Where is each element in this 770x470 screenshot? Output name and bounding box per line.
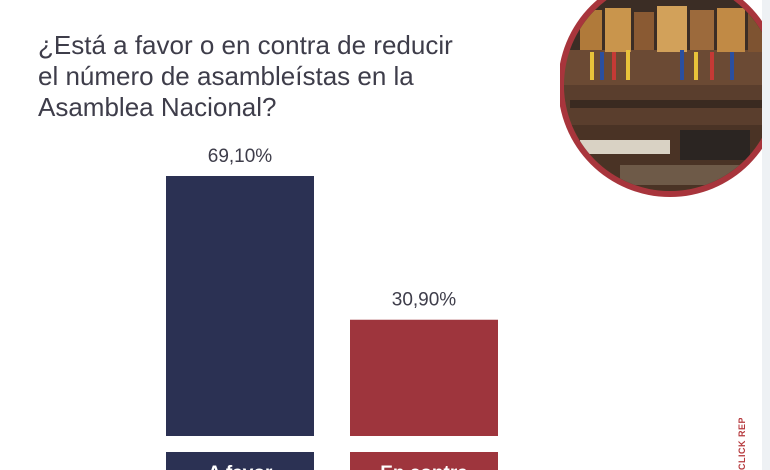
- side-watermark-text: CLICK REP: [737, 418, 747, 470]
- data-label-a-favor: 69,10%: [208, 146, 273, 167]
- category-label-a-favor: A favor: [208, 463, 273, 470]
- title-line-1: ¿Está a favor o en contra de reducir: [38, 30, 453, 60]
- page-edge: [762, 0, 770, 470]
- category-box-a-favor: [166, 452, 314, 470]
- title-line-2: el número de asambleístas en la: [38, 61, 414, 91]
- bar-a-favor: [166, 176, 314, 436]
- category-label-en-contra: En contra: [380, 463, 468, 470]
- category-box-en-contra: [350, 452, 498, 470]
- chart-title: ¿Está a favor o en contra de reducir el …: [38, 30, 538, 123]
- assembly-photo-badge: [558, 0, 770, 215]
- assembly-photo: [558, 0, 770, 197]
- title-line-3: Asamblea Nacional?: [38, 92, 277, 122]
- data-label-en-contra: 30,90%: [392, 290, 457, 311]
- bar-en-contra: [350, 319, 498, 436]
- assembly-chamber-image: [564, 0, 770, 191]
